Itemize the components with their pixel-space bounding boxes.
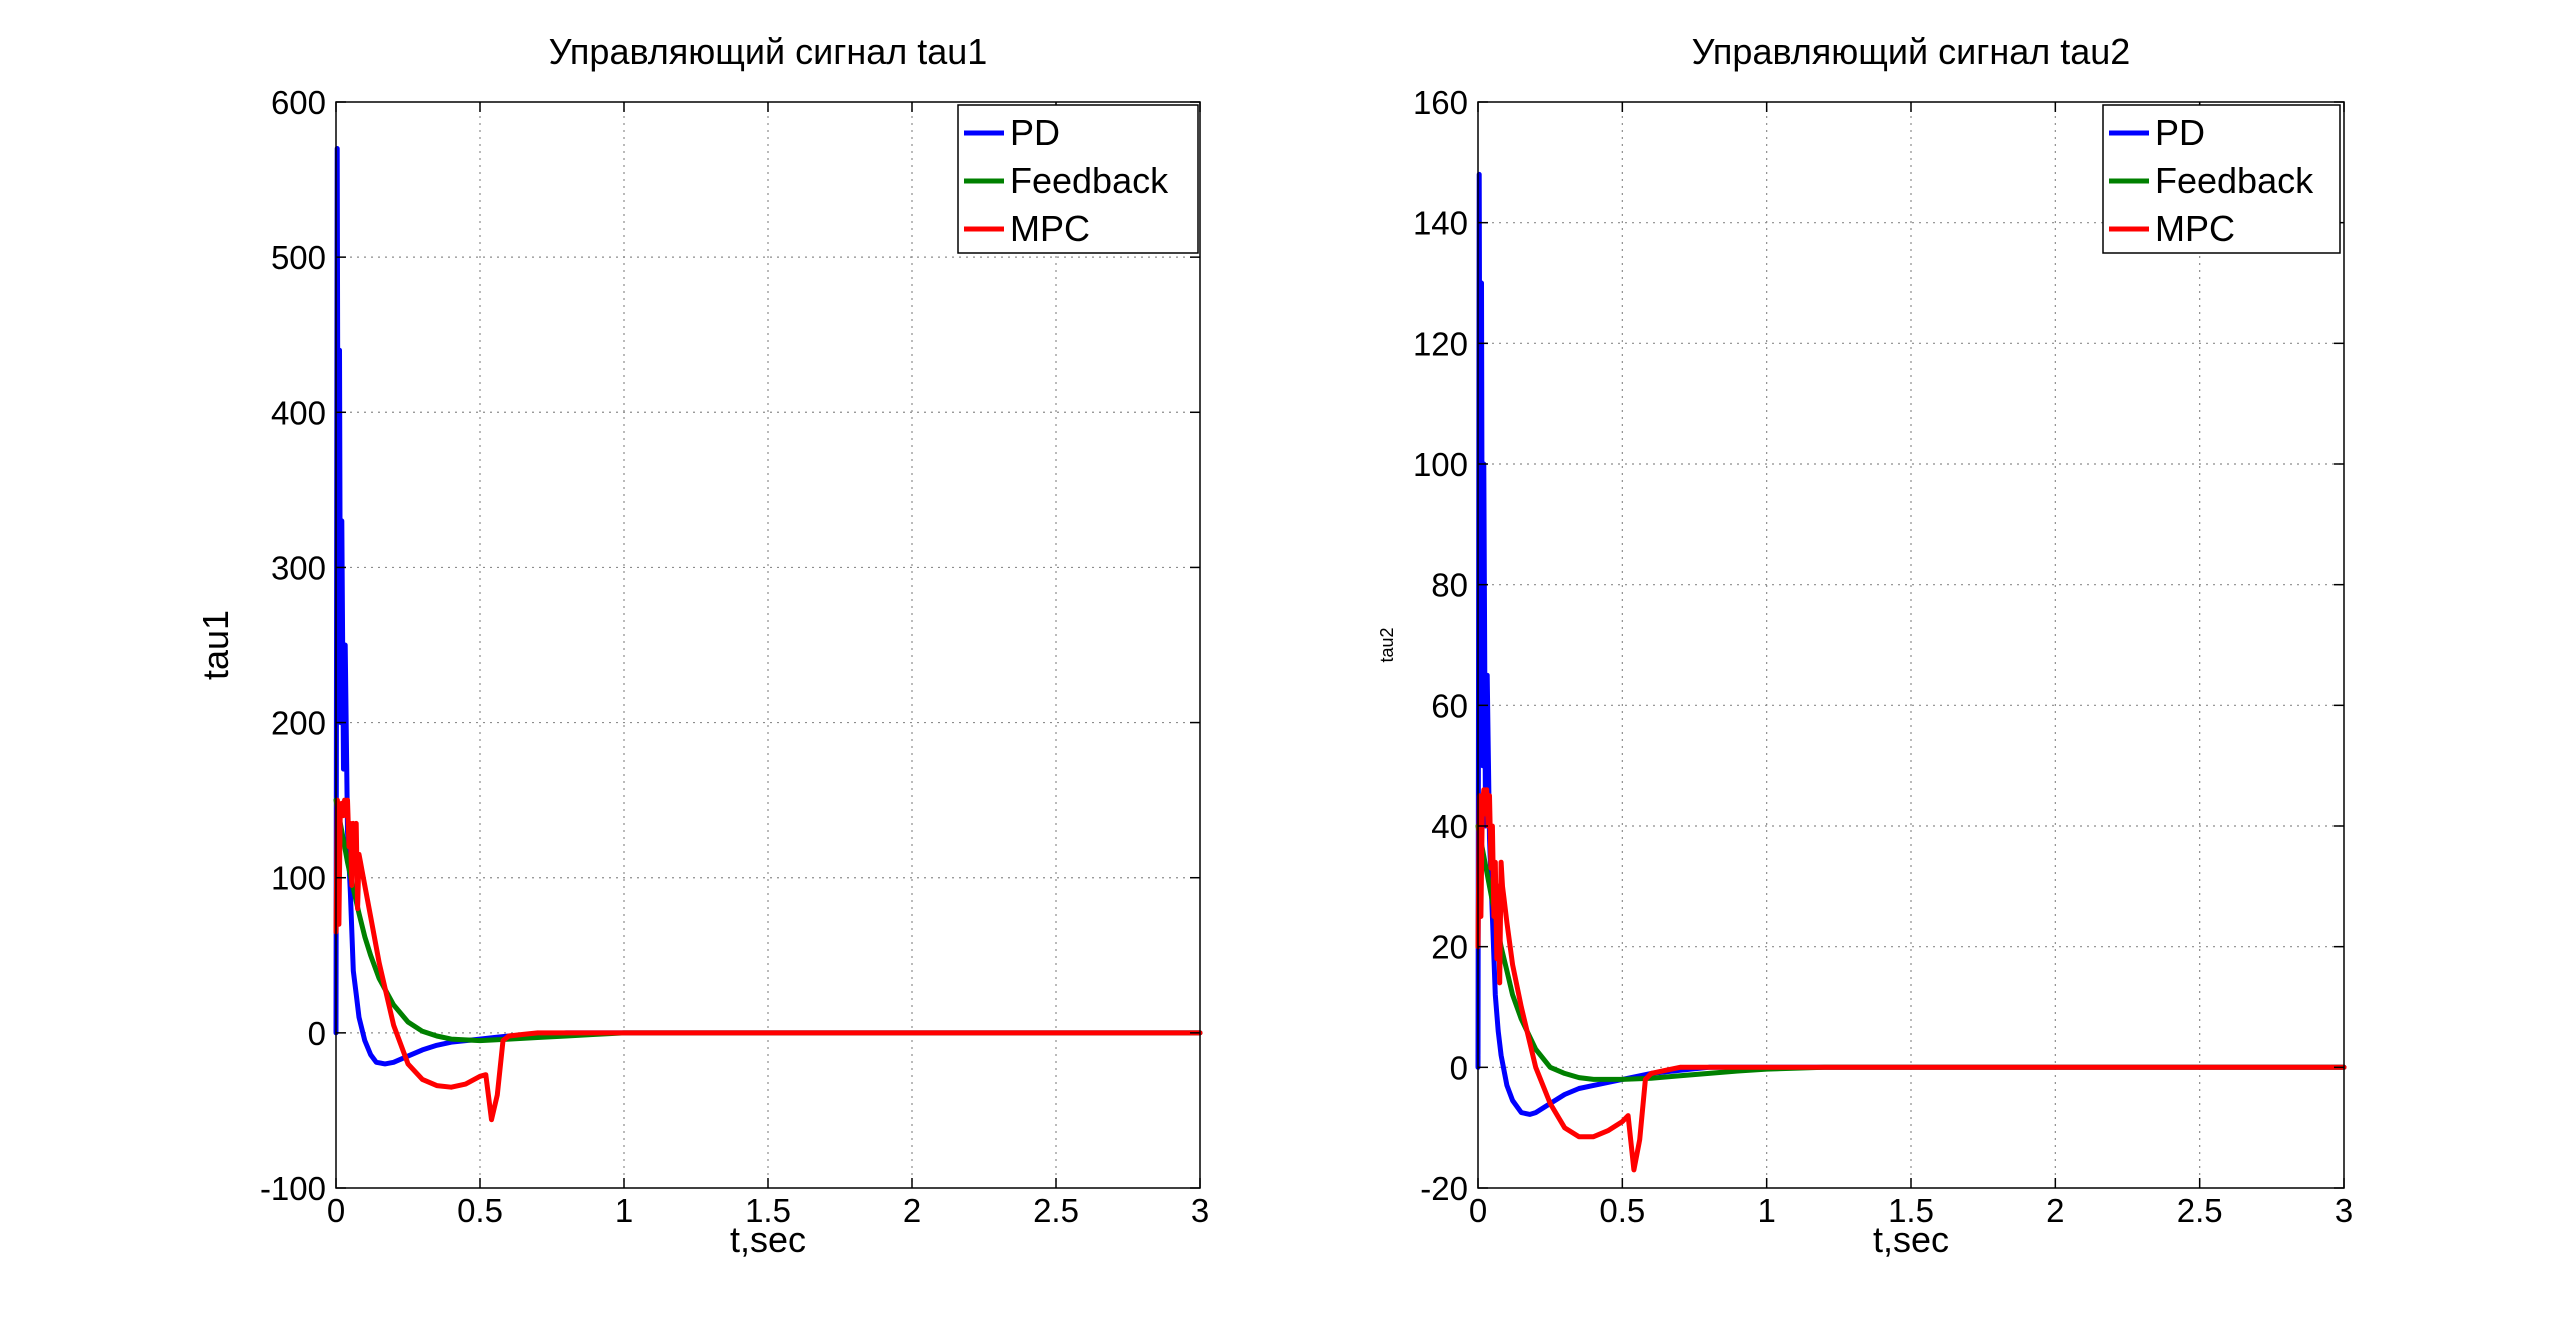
chart-tau2-x-axis-label: t,sec: [1873, 1219, 1949, 1260]
chart-tau2-y-tick-label: 120: [1413, 325, 1468, 362]
chart-tau1-x-tick-label: 1: [615, 1192, 633, 1229]
chart-tau2-y-tick-label: 160: [1413, 84, 1468, 121]
chart-tau2-y-tick-label: 60: [1431, 687, 1468, 724]
chart-tau1-y-axis-label: tau1: [195, 610, 236, 680]
chart-tau2-legend-label-pd: PD: [2155, 112, 2205, 153]
chart-tau1-series: [333, 146, 1203, 1123]
chart-tau2-y-tick-label: 40: [1431, 808, 1468, 845]
chart-tau1-x-tick-label: 2: [903, 1192, 921, 1229]
chart-tau1-x-tick-label: 0: [327, 1192, 345, 1229]
chart-tau1-x-tick-label: 2.5: [1033, 1192, 1079, 1229]
chart-tau2-grid: [1478, 102, 2344, 1188]
chart-tau2-y-tick-label: 100: [1413, 446, 1468, 483]
chart-tau1-legend: PD Feedback MPC: [957, 104, 1199, 254]
chart-tau2-x-tick-label: 0.5: [1599, 1192, 1645, 1229]
chart-tau2-y-tick-label: 80: [1431, 567, 1468, 604]
chart-tau2-x-tick-label: 1.5: [1888, 1192, 1934, 1229]
chart-tau2-y-tick-label: -20: [1420, 1170, 1468, 1207]
chart-tau2-y-tick-label: 0: [1450, 1049, 1468, 1086]
chart-tau2-legend: PD Feedback MPC: [2102, 104, 2341, 254]
chart-tau2-y-tick-label: 140: [1413, 205, 1468, 242]
chart-tau1-y-tick-label: 500: [271, 239, 326, 276]
chart-tau1-legend-label-feedback: Feedback: [1010, 160, 1169, 201]
chart-tau2-x-tick-label: 2: [2046, 1192, 2064, 1229]
chart-tau1-legend-label-pd: PD: [1010, 112, 1060, 153]
chart-tau1-y-tick-label: 200: [271, 705, 326, 742]
chart-tau1-series-mpc: [333, 797, 1203, 1123]
chart-tau1-series-feedback: [333, 797, 1203, 1044]
chart-tau2-title: Управляющий сигнал tau2: [1692, 31, 2131, 72]
chart-tau2-y-tick-label: 20: [1431, 929, 1468, 966]
chart-tau2-x-tick-label: 3: [2335, 1192, 2353, 1229]
chart-tau2-series-mpc: [1475, 787, 2347, 1173]
chart-tau1-legend-label-mpc: MPC: [1010, 208, 1090, 249]
chart-tau1-x-tick-label: 1.5: [745, 1192, 791, 1229]
chart-tau1-title: Управляющий сигнал tau1: [549, 31, 988, 72]
chart-tau2-x-tick-label: 1: [1757, 1192, 1775, 1229]
chart-tau1-y-tick-label: -100: [260, 1170, 326, 1207]
chart-tau2-legend-label-mpc: MPC: [2155, 208, 2235, 249]
chart-tau1-y-tick-label: 100: [271, 860, 326, 897]
chart-tau1-y-tick-label: 0: [308, 1015, 326, 1052]
chart-tau2-x-tick-label: 2.5: [2177, 1192, 2223, 1229]
chart-tau1-y-tick-label: 600: [271, 84, 326, 121]
chart-tau1-y-tick-label: 300: [271, 549, 326, 586]
chart-tau1-x-tick-label: 0.5: [457, 1192, 503, 1229]
chart-tau1-x-tick-label: 3: [1191, 1192, 1209, 1229]
chart-tau1-grid: [336, 102, 1200, 1188]
chart-tau1-y-tick-label: 400: [271, 394, 326, 431]
chart-tau2-series-pd: [1475, 171, 2347, 1117]
chart-tau2-y-axis-label: tau2: [1377, 627, 1397, 662]
chart-tau1-x-axis-label: t,sec: [730, 1219, 806, 1260]
chart-tau2-x-tick-label: 0: [1469, 1192, 1487, 1229]
chart-tau2-legend-label-feedback: Feedback: [2155, 160, 2314, 201]
